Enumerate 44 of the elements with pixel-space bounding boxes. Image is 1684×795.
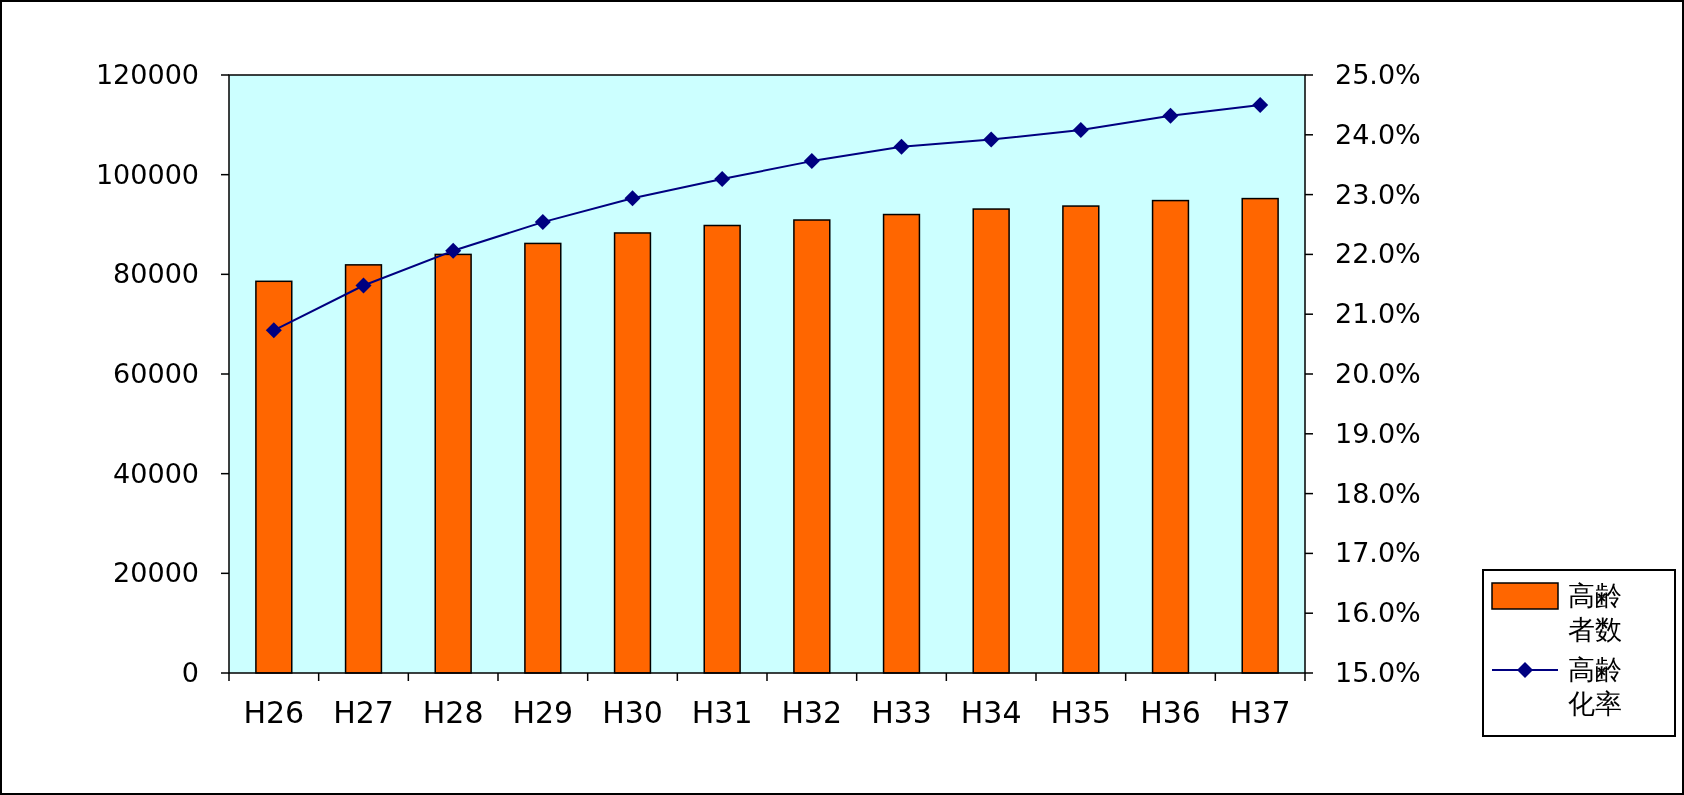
y2-tick-label: 25.0% [1335, 59, 1421, 90]
x-tick-label: H33 [871, 695, 932, 730]
y2-tick-label: 18.0% [1335, 477, 1421, 509]
y2-tick-label: 15.0% [1335, 657, 1421, 688]
x-tick-label: H37 [1229, 695, 1291, 730]
point [714, 171, 731, 188]
y-tick-label: 100000 [95, 158, 199, 190]
point [445, 242, 462, 259]
y2-tick-label: 19.0% [1335, 417, 1421, 449]
y-tick-label: 120000 [95, 59, 199, 90]
y-tick-label: 40000 [113, 457, 199, 489]
y-tick-label: 80000 [113, 258, 199, 290]
point [355, 277, 372, 294]
y2-tick-label: 23.0% [1335, 178, 1421, 210]
point [983, 131, 1000, 148]
y-tick-label: 0 [181, 657, 199, 688]
point [534, 214, 551, 231]
legend-label: 高齢者数 [1568, 579, 1623, 647]
y2-tick-label: 22.0% [1335, 238, 1421, 270]
point [1252, 96, 1269, 113]
x-tick-label: H36 [1140, 695, 1201, 730]
y-tick-label: 20000 [113, 557, 199, 589]
point [803, 153, 820, 170]
y2-tick-label: 17.0% [1335, 537, 1421, 569]
y2-tick-label: 21.0% [1335, 298, 1421, 330]
y2-tick-label: 20.0% [1335, 358, 1421, 389]
x-tick-label: H30 [602, 695, 663, 730]
x-tick-label: H32 [781, 695, 843, 730]
x-tick-label: H34 [960, 695, 1022, 730]
y2-tick-label: 16.0% [1335, 597, 1421, 629]
x-tick-label: H31 [691, 695, 753, 730]
x-tick-label: H35 [1050, 695, 1112, 730]
point [893, 138, 910, 155]
x-tick-label: H26 [243, 695, 305, 730]
x-tick-label: H29 [512, 695, 574, 730]
point [624, 190, 641, 207]
point [265, 322, 282, 339]
y-tick-label: 60000 [113, 358, 199, 389]
point [1162, 107, 1179, 124]
y2-tick-label: 24.0% [1335, 118, 1421, 150]
x-tick-label: H27 [333, 695, 394, 730]
legend-label: 高齢化率 [1568, 653, 1623, 721]
x-tick-label: H28 [422, 695, 484, 730]
point [1072, 122, 1089, 139]
